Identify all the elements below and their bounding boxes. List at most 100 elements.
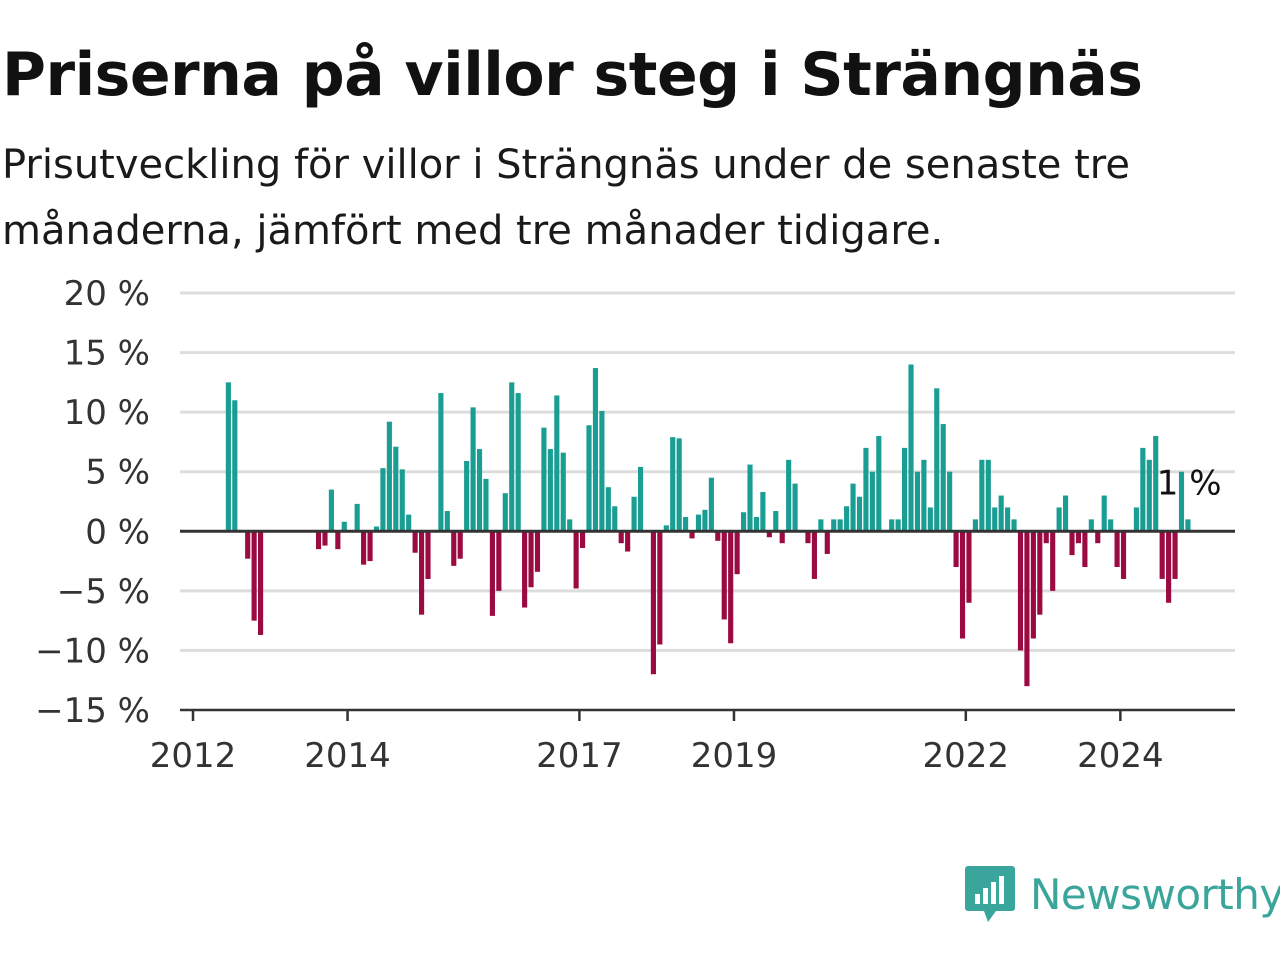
bar bbox=[599, 410, 605, 532]
bar bbox=[663, 525, 669, 532]
y-tick-label: −10 % bbox=[35, 631, 150, 671]
bar bbox=[657, 531, 663, 645]
bar bbox=[747, 464, 753, 532]
x-tick-label: 2019 bbox=[691, 736, 778, 776]
bar bbox=[489, 531, 495, 616]
y-tick-label: 10 % bbox=[64, 393, 150, 433]
bar bbox=[895, 519, 901, 532]
bar bbox=[947, 471, 953, 532]
bar bbox=[232, 400, 238, 532]
bar bbox=[953, 531, 959, 568]
chart-subtitle: Prisutveckling för villor i Strängnäs un… bbox=[2, 142, 1130, 254]
bar bbox=[689, 531, 695, 539]
bar bbox=[863, 447, 869, 532]
bar bbox=[631, 496, 637, 532]
bar bbox=[1153, 435, 1159, 532]
bar bbox=[792, 483, 798, 532]
bar bbox=[393, 446, 399, 532]
bar bbox=[921, 459, 927, 532]
bar bbox=[985, 459, 991, 532]
bar bbox=[927, 507, 933, 532]
bar bbox=[831, 519, 837, 532]
bar bbox=[637, 466, 644, 532]
bar bbox=[470, 407, 476, 532]
bar bbox=[889, 519, 895, 532]
bar bbox=[1120, 531, 1127, 579]
bar bbox=[476, 449, 483, 532]
bar bbox=[837, 519, 843, 532]
bar bbox=[1050, 531, 1056, 591]
bar bbox=[972, 519, 978, 532]
bar bbox=[573, 531, 579, 589]
last-value-label: 1 % bbox=[1157, 463, 1222, 503]
bar bbox=[695, 514, 702, 532]
bar bbox=[1082, 531, 1088, 568]
bar bbox=[818, 519, 824, 532]
bar bbox=[625, 531, 631, 552]
bar bbox=[412, 531, 418, 553]
y-tick-label: 15 % bbox=[64, 334, 150, 374]
bar bbox=[509, 382, 515, 532]
bar bbox=[824, 531, 830, 554]
bar bbox=[380, 468, 386, 532]
bar bbox=[1095, 531, 1101, 544]
bars bbox=[225, 364, 1191, 687]
bar bbox=[1069, 531, 1075, 556]
bar bbox=[245, 531, 251, 559]
bar bbox=[592, 368, 599, 532]
bar bbox=[534, 531, 541, 572]
bar bbox=[406, 514, 412, 532]
bar bbox=[1166, 531, 1172, 603]
bar bbox=[367, 531, 373, 562]
bar bbox=[1005, 507, 1011, 532]
bar bbox=[856, 496, 863, 532]
bar bbox=[1056, 507, 1062, 532]
newsworthy-logo-icon bbox=[965, 866, 1015, 922]
bar bbox=[554, 395, 560, 532]
bar bbox=[753, 516, 760, 532]
x-tick-label: 2012 bbox=[150, 736, 237, 776]
y-axis-ticks: −15 % −10 % −5 % 0 % 5 % 10 % 15 % 20 % bbox=[35, 274, 150, 731]
x-tick-label: 2014 bbox=[304, 736, 391, 776]
bar bbox=[322, 531, 328, 546]
bar bbox=[1172, 531, 1178, 579]
bar bbox=[811, 531, 817, 579]
bar bbox=[914, 471, 921, 532]
bar bbox=[522, 531, 528, 608]
chart-title: Priserna på villor steg i Strängnäs bbox=[2, 40, 1143, 110]
bar bbox=[496, 531, 502, 591]
bar bbox=[567, 519, 573, 532]
bar bbox=[708, 477, 714, 532]
bar bbox=[560, 452, 566, 532]
bar bbox=[1017, 531, 1024, 651]
bar bbox=[650, 531, 656, 675]
bar bbox=[251, 531, 257, 621]
bar bbox=[1185, 519, 1191, 532]
bar bbox=[876, 435, 882, 532]
bar bbox=[444, 511, 450, 532]
bar bbox=[959, 531, 966, 639]
bar bbox=[1114, 531, 1120, 568]
bar bbox=[998, 495, 1004, 532]
y-tick-label: −15 % bbox=[35, 691, 150, 731]
bar bbox=[721, 531, 727, 620]
bar bbox=[715, 531, 721, 541]
bar bbox=[315, 531, 322, 550]
bar bbox=[515, 393, 521, 532]
bar bbox=[766, 531, 772, 538]
bar bbox=[1101, 495, 1107, 532]
bar bbox=[528, 531, 534, 588]
bar bbox=[547, 449, 553, 532]
bar bbox=[502, 493, 508, 532]
bar bbox=[361, 531, 367, 565]
newsworthy-logo[interactable]: Newsworthy bbox=[964, 864, 1280, 924]
bar bbox=[1133, 507, 1139, 532]
bar bbox=[1063, 495, 1069, 532]
bar bbox=[805, 531, 811, 544]
bar bbox=[425, 531, 431, 579]
bar bbox=[586, 425, 592, 532]
bar bbox=[464, 460, 470, 532]
bar bbox=[1037, 531, 1043, 615]
bar bbox=[869, 471, 875, 532]
